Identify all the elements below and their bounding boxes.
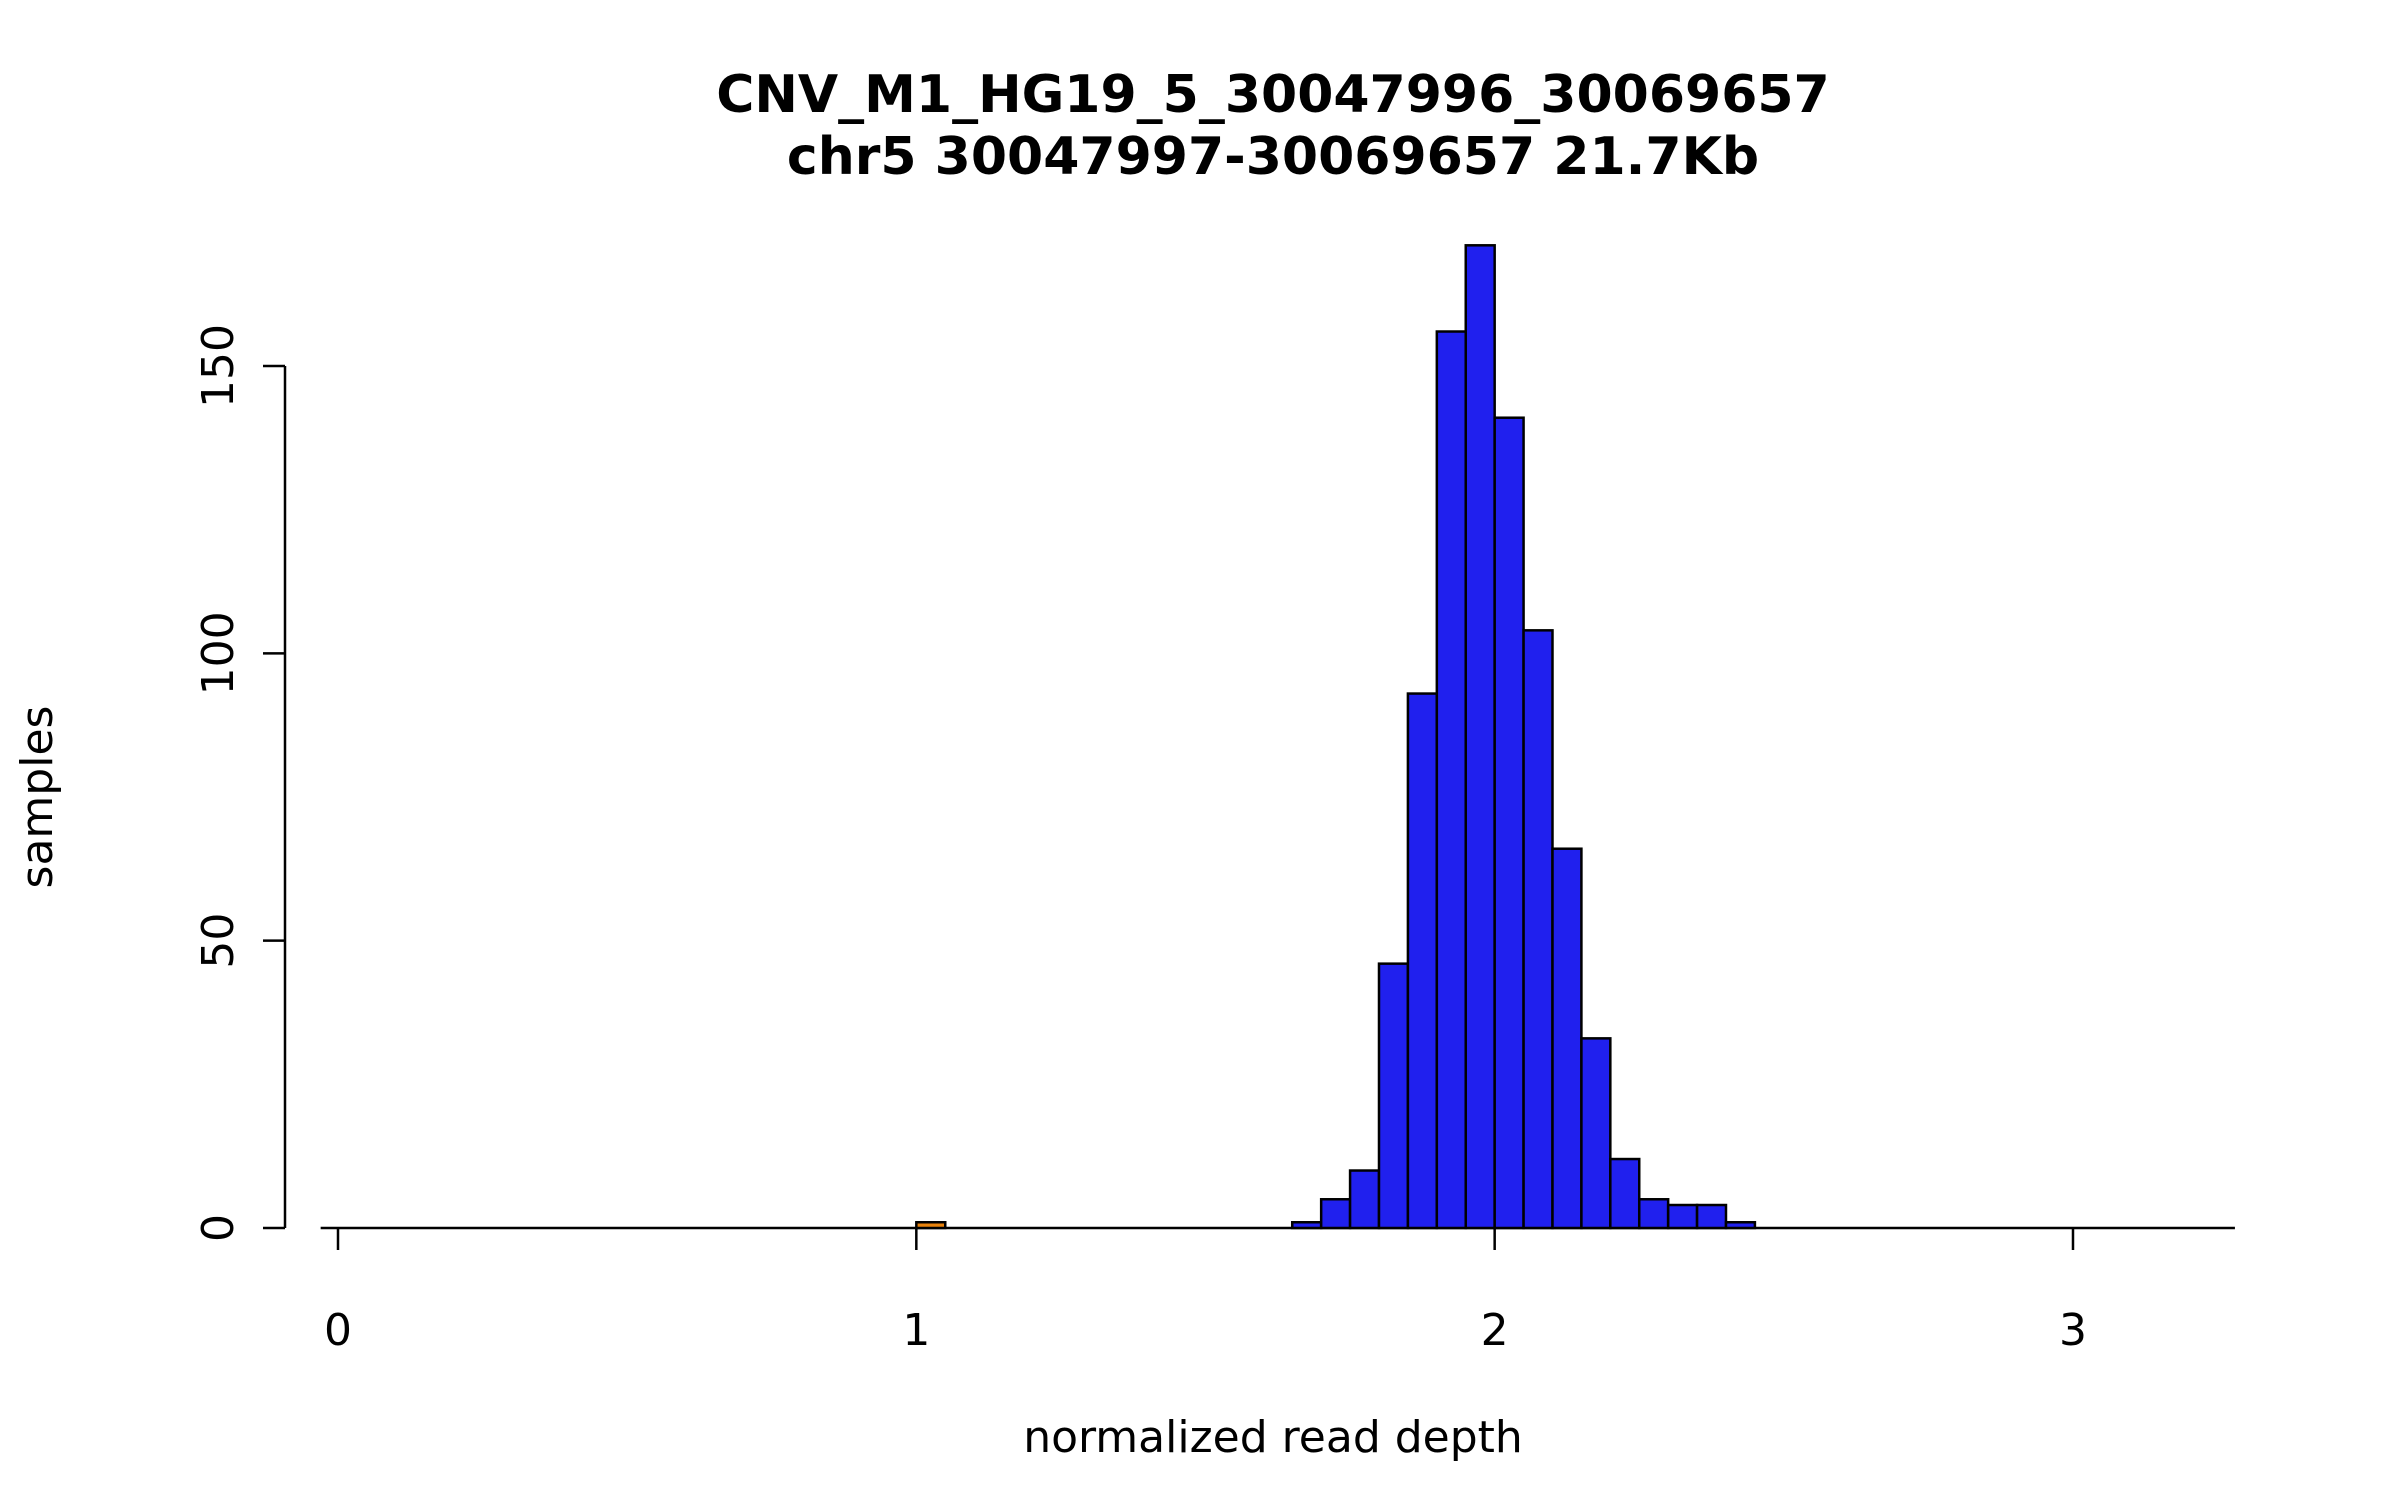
histogram-bar (1551, 847, 1583, 1230)
x-tick-label: 1 (902, 1305, 930, 1356)
axes: 0 1 2 3 0 50 100 150 (193, 324, 2235, 1356)
histogram-bar (1290, 1221, 1323, 1230)
y-tick-label: 150 (193, 324, 244, 408)
histogram-bar (1435, 330, 1467, 1230)
histogram-bar (1377, 962, 1410, 1230)
histogram-bar (1580, 1037, 1612, 1230)
y-tick-label: 0 (193, 1214, 244, 1242)
histogram-bar (1695, 1203, 1728, 1230)
y-tick-label: 100 (193, 611, 244, 695)
histogram-bar (1406, 692, 1439, 1230)
y-tick-label: 50 (193, 913, 244, 969)
histogram-bar (1319, 1198, 1352, 1230)
histogram-bar (1609, 1157, 1641, 1230)
x-tick-label: 2 (1481, 1305, 1509, 1356)
histogram-bar (1464, 244, 1496, 1230)
histogram-bars (915, 244, 1757, 1230)
histogram-bar-highlight (915, 1221, 947, 1230)
histogram-bar (1724, 1221, 1757, 1230)
chart-title-line1: CNV_M1_HG19_5_30047996_30069657 (716, 65, 1830, 125)
histogram-bar (1666, 1203, 1699, 1230)
histogram-bar (1522, 629, 1554, 1230)
x-tick-label: 0 (324, 1305, 352, 1356)
chart-title-line2: chr5 30047997-30069657 21.7Kb (787, 127, 1759, 187)
x-axis-title: normalized read depth (1023, 1412, 1523, 1463)
histogram-bar (1493, 416, 1525, 1230)
y-axis-title: samples (12, 706, 63, 889)
x-tick-label: 3 (2059, 1305, 2087, 1356)
histogram-bar (1348, 1169, 1381, 1230)
histogram-bar (1637, 1198, 1670, 1230)
